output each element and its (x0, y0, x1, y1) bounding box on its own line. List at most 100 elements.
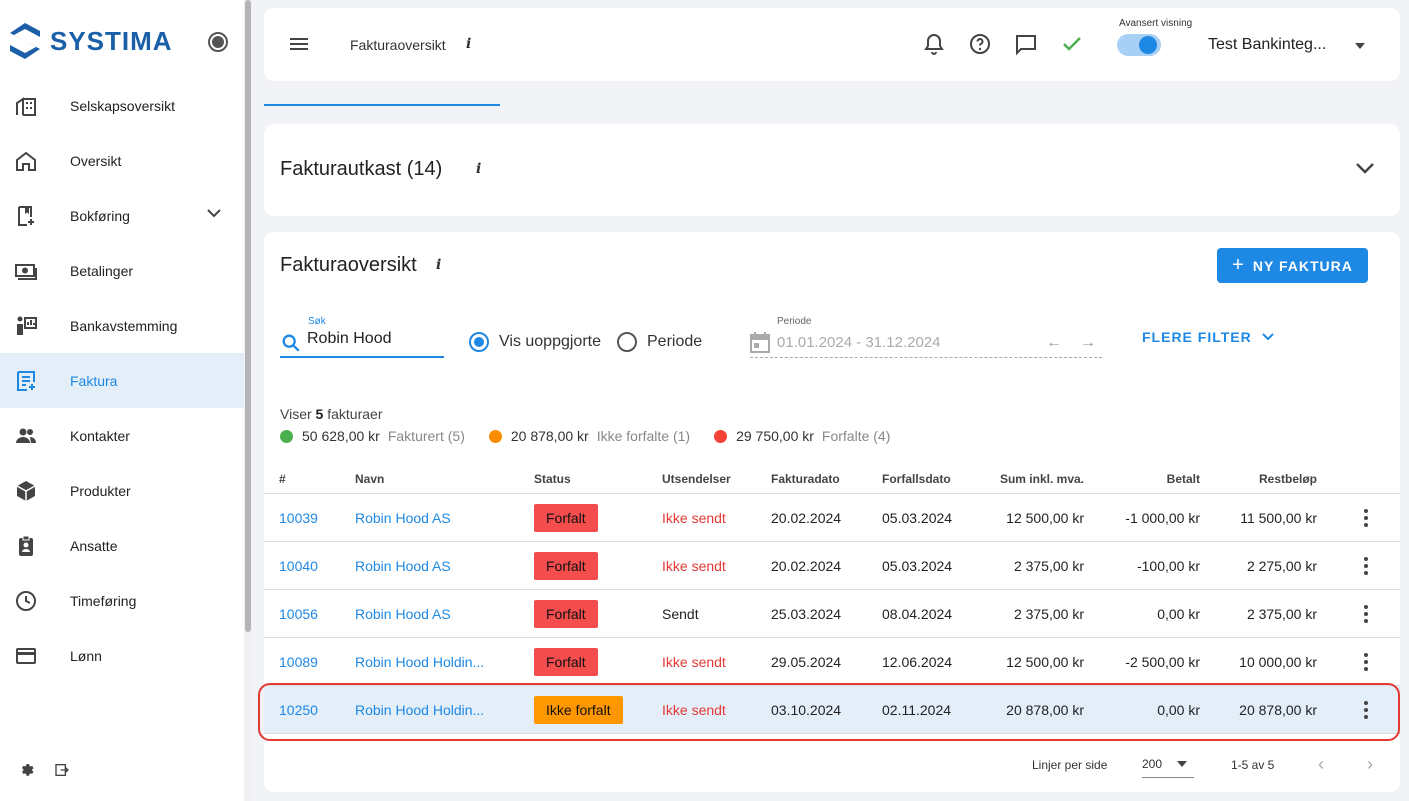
sidebar-item-label: Bankavstemming (70, 317, 178, 334)
new-invoice-button[interactable]: + NY FAKTURA (1217, 248, 1368, 283)
theme-toggle-icon[interactable] (208, 32, 228, 52)
col-num[interactable]: # (279, 471, 286, 486)
col-invoice-date[interactable]: Fakturadato (771, 471, 840, 486)
legend-amount: 50 628,00 kr (302, 428, 380, 444)
menu-icon[interactable] (288, 34, 310, 54)
chevron-down-icon (1262, 333, 1274, 341)
row-menu-icon[interactable] (1356, 686, 1376, 733)
info-icon[interactable]: i (436, 257, 442, 273)
bell-icon[interactable] (922, 32, 946, 56)
radio-circle (617, 332, 637, 352)
customer-name-link[interactable]: Robin Hood Holdin... (355, 701, 485, 718)
table-row[interactable]: 10039 Robin Hood AS Forfalt Ikke sendt 20.02… (264, 494, 1400, 542)
sidebar-item-selskapsoversikt[interactable]: Selskapsoversikt (0, 78, 244, 133)
sidebar-item-l-nn[interactable]: Lønn (0, 628, 244, 683)
invoice-number-link[interactable]: 10040 (279, 557, 318, 574)
company-selector[interactable]: Test Bankinteg... (1208, 36, 1327, 53)
table-header: # Navn Status Utsendelser Fakturadato Fo… (264, 464, 1400, 494)
sum-amount: 12 500,00 kr (1006, 509, 1084, 526)
col-due-date[interactable]: Forfallsdato (882, 471, 951, 486)
row-menu-icon[interactable] (1356, 494, 1376, 541)
arrow-left-icon[interactable]: ← (1046, 334, 1062, 351)
search-input[interactable] (307, 330, 437, 348)
plus-icon: + (1232, 254, 1245, 276)
more-filters-label: FLERE FILTER (1142, 329, 1252, 345)
sending-status: Ikke sendt (662, 701, 726, 718)
table-body: 10039 Robin Hood AS Forfalt Ikke sendt 20.02… (264, 494, 1400, 734)
rows-per-page-select[interactable]: 200 (1142, 750, 1194, 778)
scrollbar-thumb[interactable] (245, 0, 251, 632)
table-row[interactable]: 10089 Robin Hood Holdin... Forfalt Ikke sen… (264, 638, 1400, 686)
advanced-view-toggle[interactable] (1117, 34, 1161, 56)
count-suffix: fakturaer (327, 406, 383, 422)
col-name[interactable]: Navn (355, 471, 385, 486)
employees-icon (19, 535, 33, 556)
sidebar-item-kontakter[interactable]: Kontakter (0, 408, 244, 463)
sidebar-item-bokf-ring[interactable]: Bokføring (0, 188, 244, 243)
row-menu-icon[interactable] (1356, 542, 1376, 589)
logout-icon[interactable] (54, 762, 70, 778)
radio-unsettled[interactable]: Vis uoppgjorte (469, 332, 601, 352)
settings-icon[interactable] (18, 762, 34, 778)
due-date: 02.11.2024 (882, 701, 952, 718)
invoice-number-link[interactable]: 10250 (279, 701, 318, 718)
col-remaining[interactable]: Restbeløp (1258, 471, 1317, 486)
calendar-icon (750, 332, 770, 353)
prev-page-icon[interactable]: ‹ (1318, 754, 1324, 774)
table-row[interactable]: 10056 Robin Hood AS Forfalt Sendt 25.03.2024… (264, 590, 1400, 638)
sum-amount: 2 375,00 kr (1013, 557, 1084, 574)
more-filters-button[interactable]: FLERE FILTER (1142, 329, 1274, 345)
search-icon (282, 334, 300, 352)
table-row[interactable]: 10250 Robin Hood Holdin... Ikke forfalt Ikk… (264, 686, 1400, 734)
col-status[interactable]: Status (534, 471, 571, 486)
next-page-icon[interactable]: › (1367, 754, 1373, 774)
help-icon[interactable] (968, 32, 992, 56)
invoice-number-link[interactable]: 10089 (279, 653, 318, 670)
period-field[interactable]: Periode 01.01.2024 - 31.12.2024 ← → (750, 314, 1102, 358)
search-label: Søk (308, 316, 326, 327)
row-menu-icon[interactable] (1356, 638, 1376, 685)
logo[interactable]: SYSTIMA (8, 20, 173, 62)
legend-label[interactable]: Fakturert (5) (387, 428, 465, 444)
arrow-right-icon[interactable]: → (1080, 334, 1096, 351)
due-date: 05.03.2024 (882, 557, 953, 574)
sidebar-scrollbar[interactable] (244, 0, 252, 801)
col-paid[interactable]: Betalt (1166, 471, 1200, 486)
sidebar-item-label: Kontakter (70, 427, 130, 444)
sidebar-item-timef-ring[interactable]: Timeføring (0, 573, 244, 628)
chevron-down-icon[interactable] (1354, 160, 1376, 176)
invoice-number-link[interactable]: 10039 (279, 509, 318, 526)
customer-name-link[interactable]: Robin Hood AS (355, 605, 451, 622)
count-prefix: Viser (280, 406, 312, 422)
invoice-number-link[interactable]: 10056 (279, 605, 318, 622)
radio-circle (469, 332, 489, 352)
caret-down-icon[interactable] (1354, 42, 1366, 50)
check-icon[interactable] (1060, 32, 1084, 56)
legend-label[interactable]: Forfalte (4) (821, 428, 891, 444)
chevron-down-icon[interactable] (206, 207, 222, 219)
chat-icon[interactable] (1014, 32, 1038, 56)
sidebar-item-betalinger[interactable]: Betalinger (0, 243, 244, 298)
sidebar-item-faktura[interactable]: Faktura (0, 353, 244, 408)
col-sum[interactable]: Sum inkl. mva. (999, 471, 1084, 486)
legend-label[interactable]: Ikke forfalte (1) (596, 428, 691, 444)
search-field[interactable]: Søk (280, 314, 444, 358)
info-icon[interactable]: i (476, 161, 482, 177)
sidebar-item-produkter[interactable]: Produkter (0, 463, 244, 518)
sidebar-item-ansatte[interactable]: Ansatte (0, 518, 244, 573)
table-row[interactable]: 10040 Robin Hood AS Forfalt Ikke sendt 20.02… (264, 542, 1400, 590)
col-sending[interactable]: Utsendelser (662, 471, 731, 486)
customer-name-link[interactable]: Robin Hood AS (355, 557, 451, 574)
due-date: 08.04.2024 (882, 605, 953, 622)
sidebar-item-label: Oversikt (70, 152, 122, 169)
radio-period[interactable]: Periode (617, 332, 702, 352)
invoice-date: 20.02.2024 (771, 557, 842, 574)
draft-invoices-panel[interactable]: Fakturautkast (14) i (264, 124, 1400, 216)
info-icon[interactable]: i (466, 36, 472, 52)
count-value: 5 (315, 406, 324, 422)
customer-name-link[interactable]: Robin Hood AS (355, 509, 451, 526)
row-menu-icon[interactable] (1356, 590, 1376, 637)
sidebar-item-bankavstemming[interactable]: Bankavstemming (0, 298, 244, 353)
sidebar-item-oversikt[interactable]: Oversikt (0, 133, 244, 188)
customer-name-link[interactable]: Robin Hood Holdin... (355, 653, 485, 670)
